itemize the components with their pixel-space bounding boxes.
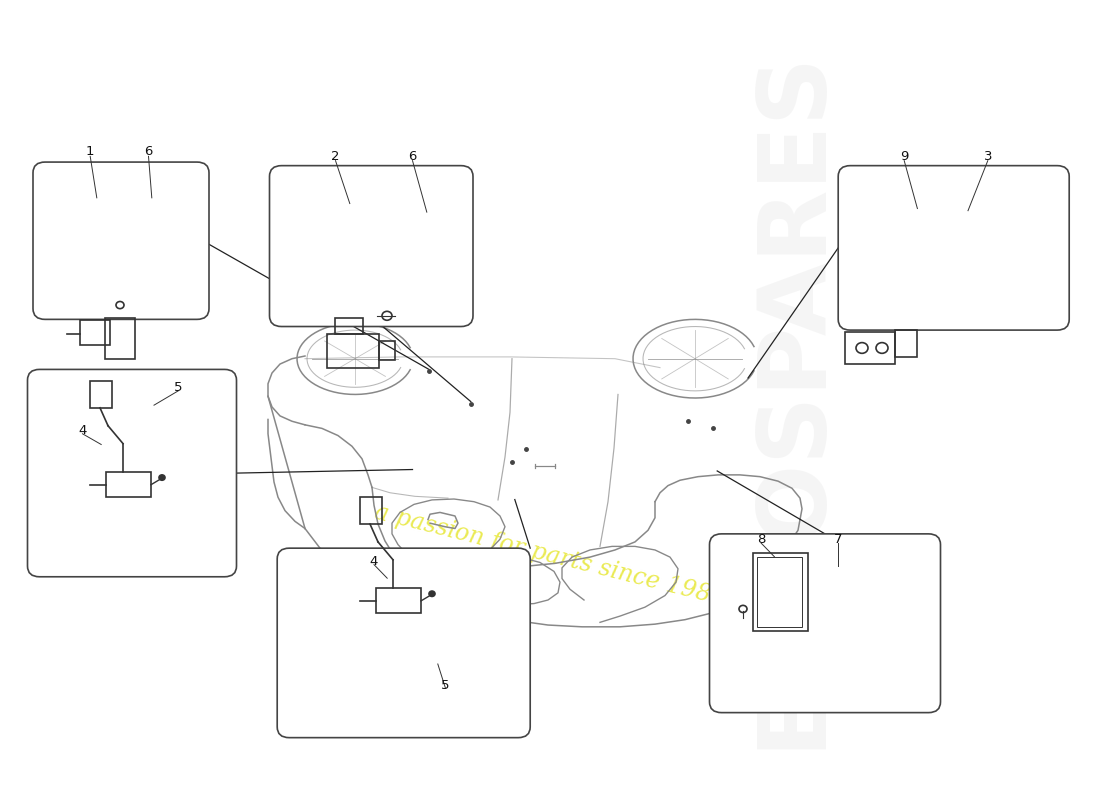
Bar [360, 498, 382, 524]
FancyBboxPatch shape [28, 370, 236, 577]
Text: 5: 5 [174, 381, 183, 394]
Circle shape [160, 475, 165, 480]
Bar [336, 318, 363, 334]
Text: 8: 8 [757, 533, 766, 546]
Bar [845, 332, 895, 364]
Bar [757, 557, 802, 627]
Bar [379, 341, 395, 361]
Text: 6: 6 [144, 145, 153, 158]
Bar [376, 588, 421, 614]
Bar [106, 472, 151, 498]
Text: a passion for parts since 1985: a passion for parts since 1985 [372, 501, 728, 610]
FancyBboxPatch shape [33, 162, 209, 319]
Text: 5: 5 [441, 679, 450, 692]
Text: 4: 4 [370, 554, 378, 567]
FancyBboxPatch shape [277, 548, 530, 738]
Text: 9: 9 [900, 150, 909, 163]
Text: 1: 1 [86, 145, 95, 158]
Bar [90, 381, 112, 408]
FancyBboxPatch shape [270, 166, 473, 326]
Text: 2: 2 [331, 150, 340, 163]
Bar [104, 318, 135, 358]
Text: EUROSPARES: EUROSPARES [746, 47, 838, 749]
Text: 7: 7 [834, 533, 843, 546]
Text: 3: 3 [983, 150, 992, 163]
Text: 4: 4 [78, 424, 87, 437]
Bar [80, 320, 110, 346]
Text: 6: 6 [408, 150, 417, 163]
Bar [327, 334, 380, 368]
FancyBboxPatch shape [710, 534, 940, 713]
Bar [754, 553, 808, 631]
Bar [895, 330, 917, 357]
FancyBboxPatch shape [838, 166, 1069, 330]
Circle shape [429, 591, 434, 597]
